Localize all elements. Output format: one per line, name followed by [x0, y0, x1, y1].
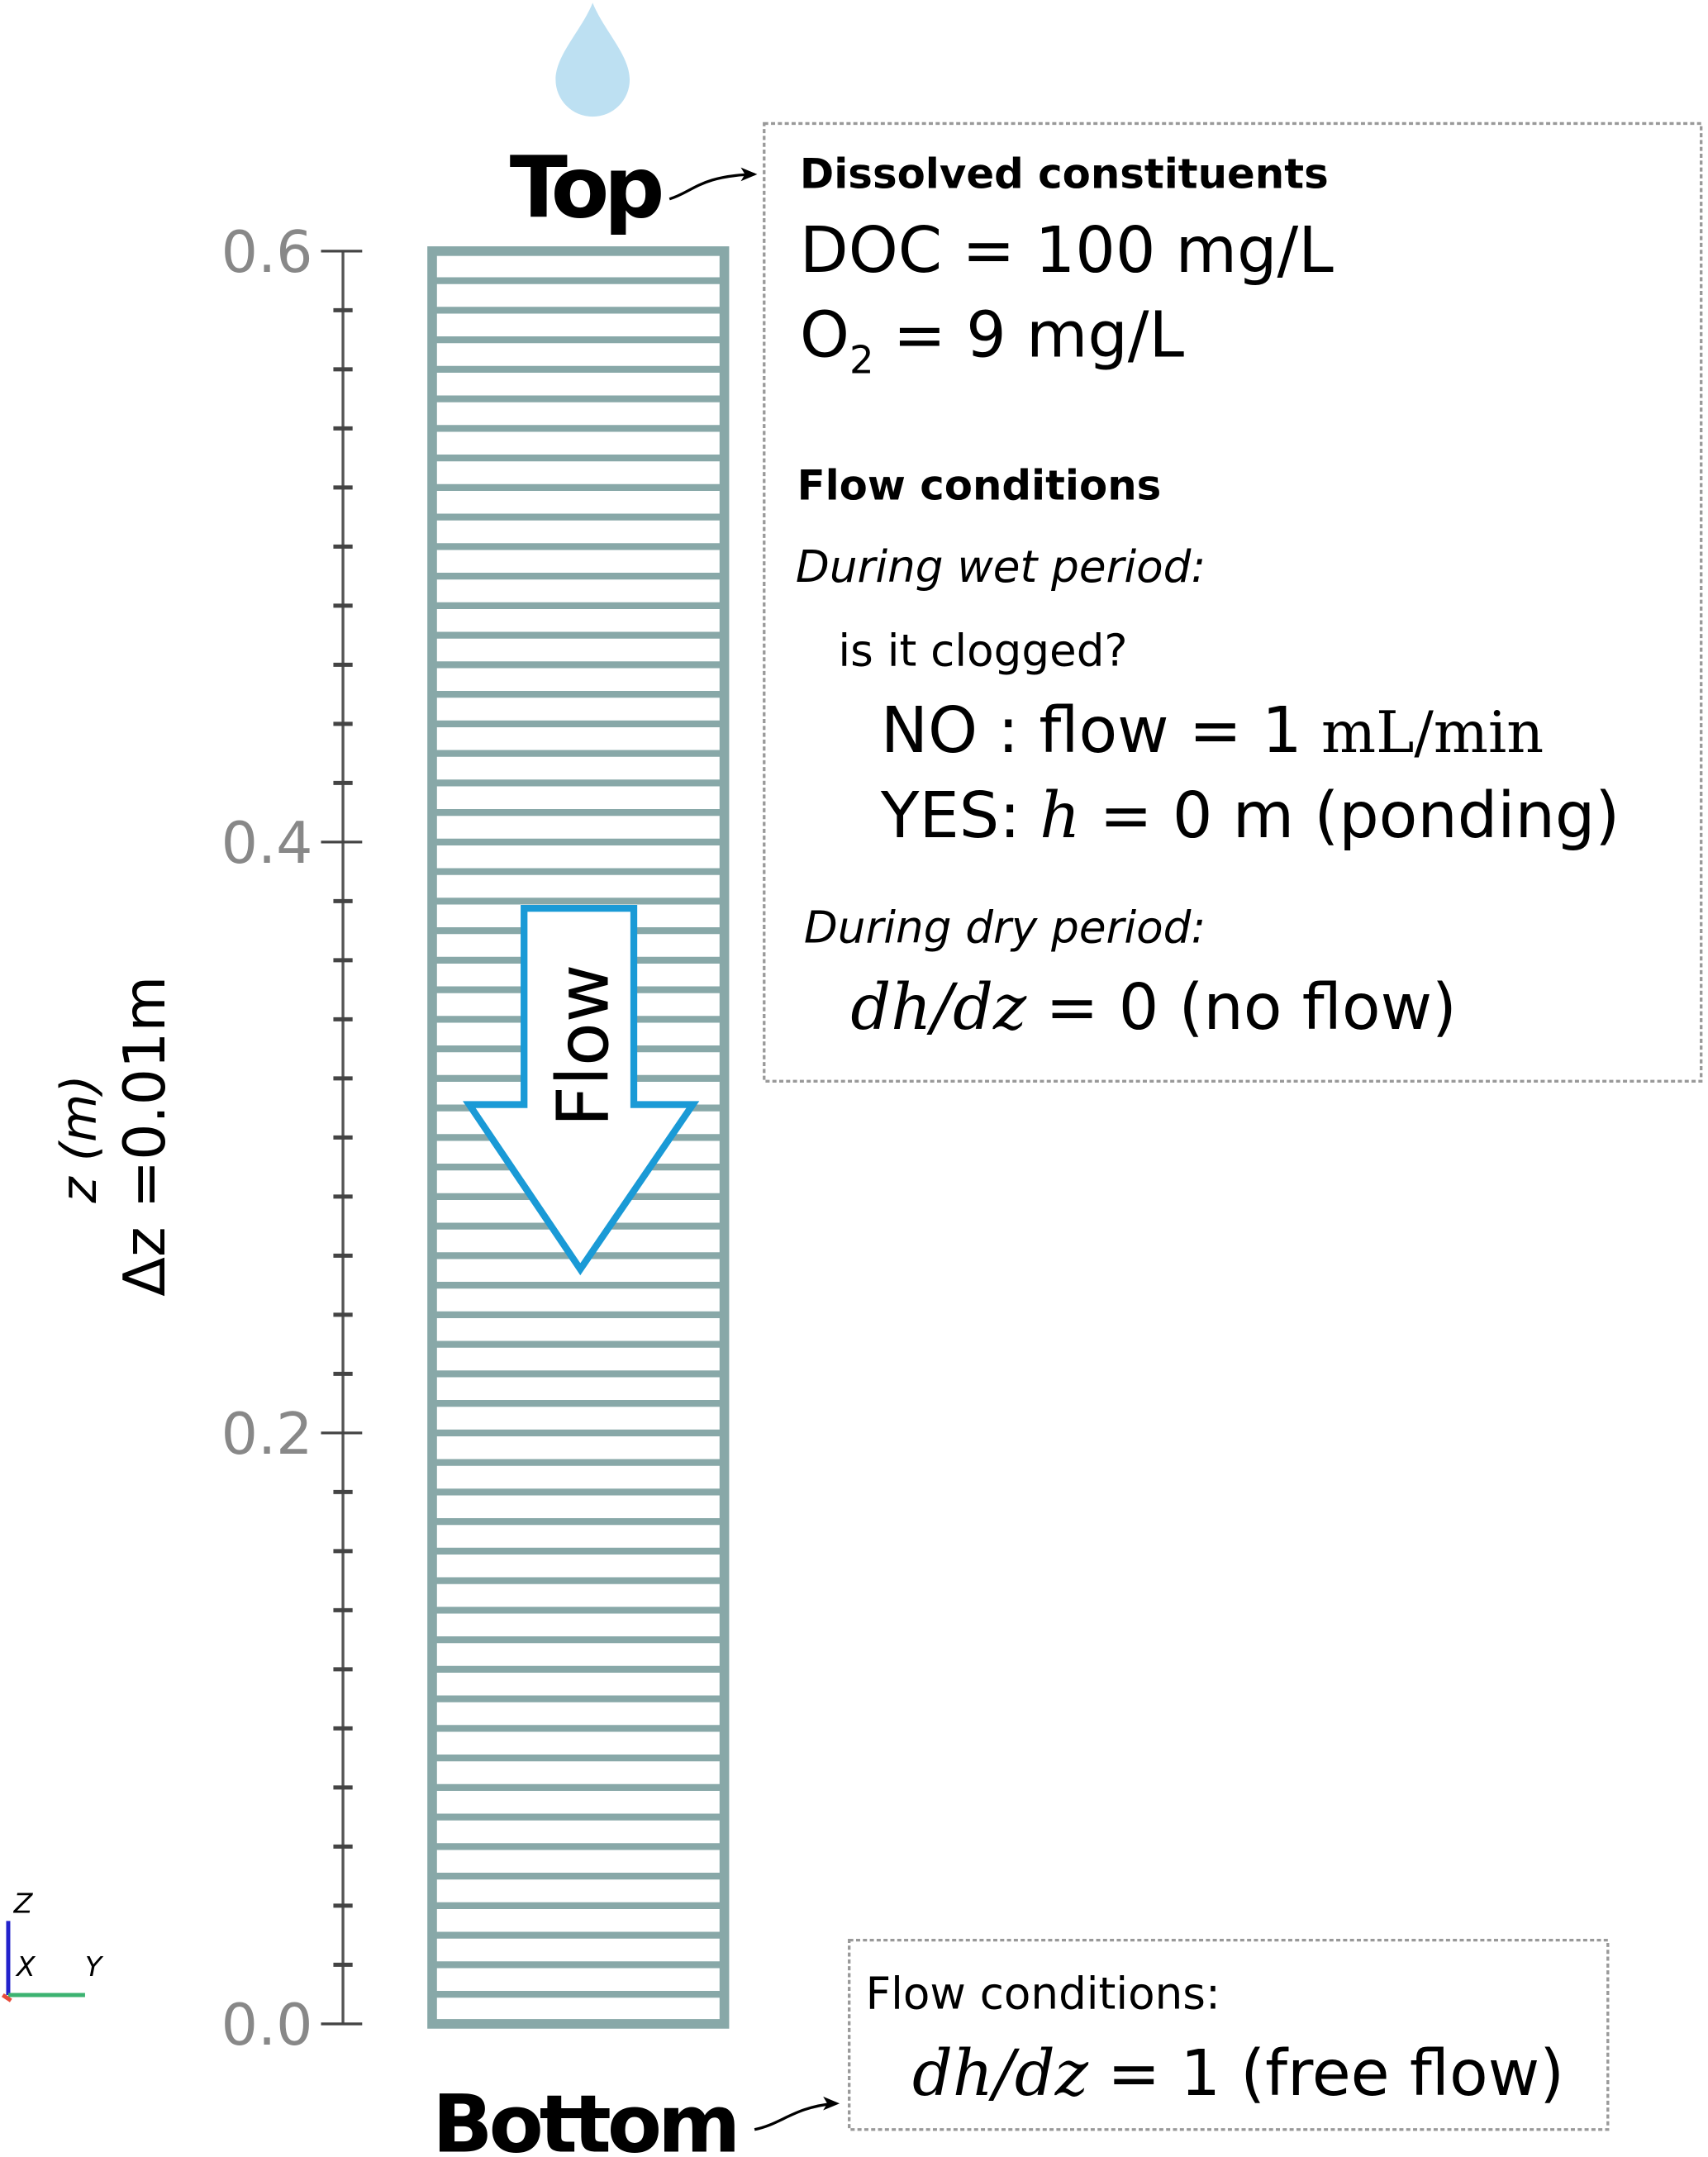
no-lead: NO : flow = 1	[881, 694, 1302, 768]
z-axis: 0.6 0.4 0.2 0.0	[221, 219, 363, 2059]
yes-var: h	[1040, 779, 1080, 853]
arrow-head	[823, 2096, 840, 2111]
bottom-expr: dh/dz	[912, 2037, 1089, 2111]
flow-label: Flow	[542, 964, 625, 1127]
yes-rest: = 0 m (ponding)	[1100, 779, 1620, 853]
dry-rest: = 0 (no flow)	[1045, 971, 1456, 1045]
flow-arrow	[462, 904, 700, 1276]
cell-size: Δz =0.01m	[112, 976, 178, 1297]
top-label: Top	[510, 138, 662, 237]
no-unit: mL/min	[1321, 699, 1544, 766]
column-outline	[427, 246, 730, 2029]
box-heading: Dissolved constituents	[800, 150, 1329, 198]
triad-z-label: Z	[13, 1887, 34, 1919]
tick-label: 0.4	[221, 810, 313, 877]
bottom-box	[848, 1938, 1610, 2131]
bottom-rest: = 1 (free flow)	[1107, 2037, 1564, 2111]
tick-label: 0.0	[221, 1992, 313, 2059]
o2: O2 = 9 mg/L	[800, 299, 1185, 383]
dry-expr: dh/dz	[850, 971, 1027, 1045]
tick-label: 0.2	[221, 1401, 313, 1468]
triad-x-label: X	[15, 1950, 36, 1983]
triad-y-label: Y	[85, 1950, 104, 1983]
top-arrow	[668, 173, 755, 201]
wet-period: During wet period:	[796, 541, 1206, 593]
yes-condition: YES: h = 0 m (ponding)	[880, 779, 1620, 853]
o2-subscript: 2	[849, 338, 874, 383]
no-condition: NO : flow = 1 mL/min	[881, 694, 1544, 768]
soil-column	[427, 246, 730, 2029]
dry-period: During dry period:	[804, 902, 1206, 954]
water-drop	[555, 2, 630, 117]
bottom-label: Bottom	[432, 2078, 736, 2157]
doc: DOC = 100 mg/L	[800, 214, 1334, 288]
top-box	[763, 121, 1703, 1083]
bottom-condition: dh/dz = 1 (free flow)	[912, 2037, 1564, 2111]
tick-label: 0.6	[221, 219, 313, 286]
axis-label: z (m)	[51, 1074, 108, 1203]
arrow-head	[740, 167, 758, 182]
triad-x	[1, 1993, 12, 2002]
o2-rest: = 9 mg/L	[893, 299, 1185, 373]
dry-condition: dh/dz = 0 (no flow)	[850, 971, 1456, 1045]
question: is it clogged?	[838, 625, 1127, 676]
axis-triad: Z X Y	[1, 1887, 104, 2002]
flow-heading: Flow conditions	[797, 461, 1162, 509]
bottom-arrow	[754, 2102, 835, 2131]
bottom-heading: Flow conditions:	[866, 1969, 1220, 2020]
o2-symbol: O	[800, 299, 849, 373]
yes-lead: YES:	[880, 779, 1021, 853]
